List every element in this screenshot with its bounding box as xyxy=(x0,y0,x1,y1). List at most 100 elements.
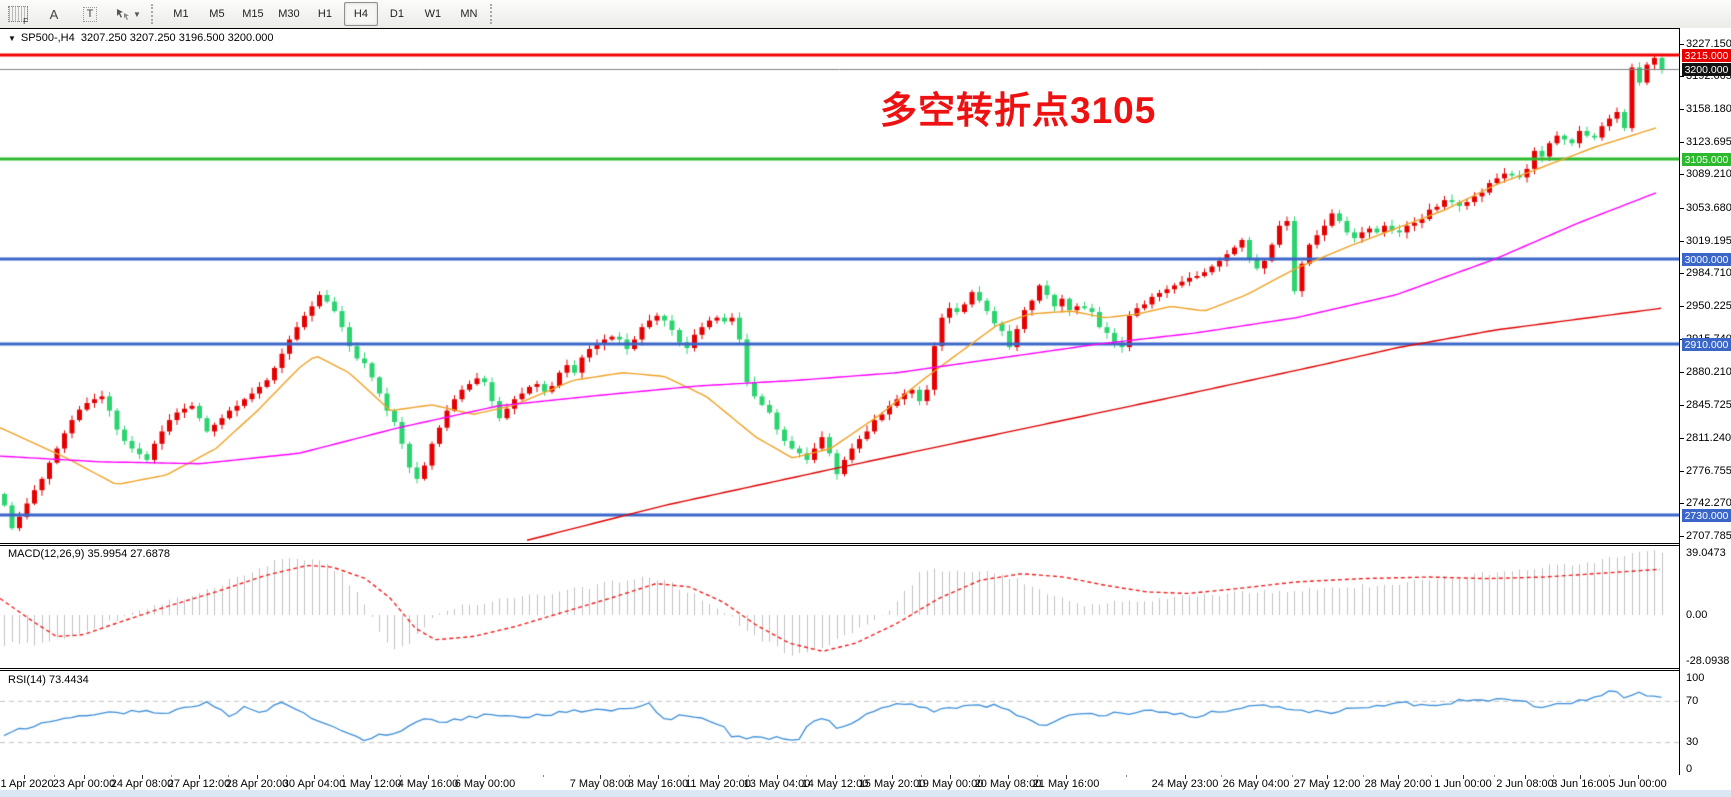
time-label: 24 Apr 08:00 xyxy=(110,778,174,790)
time-tick xyxy=(142,775,143,779)
time-axis[interactable]: 21 Apr 2020 23 Apr 00:00 24 Apr 08:00 27 Ap… xyxy=(0,775,1731,790)
price-tick-dash xyxy=(1680,372,1684,373)
time-label: 1 Jun 00:00 xyxy=(1434,778,1492,790)
timeframe-button-W1[interactable]: W1 xyxy=(424,8,442,20)
price-tick-label: 2707.785 xyxy=(1686,530,1731,542)
time-label: 27 May 12:00 xyxy=(1293,778,1361,790)
price-tick-label: 2811.240 xyxy=(1686,432,1731,444)
price-tick-label: 2984.710 xyxy=(1686,267,1731,279)
time-tick xyxy=(1463,775,1464,779)
time-tick-minor xyxy=(748,775,749,777)
time-label: 2 Jun 08:00 xyxy=(1496,778,1554,790)
time-tick-minor xyxy=(457,775,458,777)
time-tick xyxy=(1327,775,1328,779)
time-label: 13 May 04:00 xyxy=(743,778,811,790)
text-box-button[interactable]: T xyxy=(73,2,107,26)
price-tick-dash xyxy=(1680,273,1684,274)
macd-indicator-panel[interactable] xyxy=(0,545,1679,668)
time-tick-minor xyxy=(1037,775,1038,777)
time-tick xyxy=(199,775,200,779)
rsi-axis-label: 30 xyxy=(1686,736,1699,749)
price-tick-dash xyxy=(1680,174,1684,175)
separator-macd-rsi-a[interactable] xyxy=(0,668,1731,669)
time-tick-minor xyxy=(171,775,172,777)
macd-label: MACD(12,26,9) 35.9954 27.6878 xyxy=(8,548,171,560)
timeframe-group: M1 M5 M15 M30 H1 H4 D1 W1 MN xyxy=(163,2,487,26)
price-tick-dash xyxy=(1680,76,1684,77)
time-tick xyxy=(1638,775,1639,779)
chart-title: ▼ SP500-,H4 3207.250 3207.250 3196.500 32… xyxy=(8,32,274,44)
time-label: 7 May 08:00 xyxy=(569,778,631,790)
price-badge-3200.000: 3200.000 xyxy=(1682,63,1731,76)
time-label: 11 May 20:00 xyxy=(685,778,751,790)
price-tick-label: 3019.195 xyxy=(1686,235,1731,247)
separator-main-macd-a[interactable] xyxy=(0,543,1731,544)
time-tick xyxy=(777,775,778,779)
price-badge-3105.000: 3105.000 xyxy=(1682,153,1731,166)
time-tick-minor xyxy=(343,775,344,777)
price-tick-label: 2950.225 xyxy=(1686,300,1731,312)
time-tick-minor xyxy=(54,775,55,777)
time-tick xyxy=(892,775,893,779)
time-tick-minor xyxy=(979,775,980,777)
time-label: 4 May 16:00 xyxy=(397,778,459,790)
timeframe-button-M5[interactable]: M5 xyxy=(209,8,225,20)
time-label: 19 May 00:00 xyxy=(916,778,984,790)
time-label: 21 May 16:00 xyxy=(1032,778,1100,790)
time-tick xyxy=(24,775,25,779)
time-tick xyxy=(658,775,659,779)
price-tick-dash xyxy=(1680,471,1684,472)
timeframe-button-M15[interactable]: M15 xyxy=(242,8,264,20)
time-tick-minor xyxy=(1126,775,1127,777)
time-label: 27 Apr 12:00 xyxy=(167,778,231,790)
rsi-axis-label: 100 xyxy=(1686,672,1705,684)
rsi-indicator-panel[interactable] xyxy=(0,670,1679,775)
pointer-grid-button[interactable]: F xyxy=(1,2,35,26)
toolbar-grip[interactable] xyxy=(150,4,160,24)
time-label: 21 Apr 2020 xyxy=(0,778,54,790)
price-tick-label: 2845.725 xyxy=(1686,399,1731,411)
time-tick xyxy=(950,775,951,779)
main-price-chart[interactable] xyxy=(0,28,1679,543)
time-tick xyxy=(371,775,372,779)
symbol-dropdown-icon[interactable]: ▼ xyxy=(8,34,16,43)
symbol-label: SP500-,H4 xyxy=(20,32,75,44)
time-label: 8 May 16:00 xyxy=(627,778,689,790)
price-tick-dash xyxy=(1680,536,1684,537)
macd-axis-label: -28.0938 xyxy=(1686,655,1730,668)
price-tick-label: 3123.695 xyxy=(1686,136,1731,148)
price-tick-label: 2742.270 xyxy=(1686,497,1731,509)
price-tick-dash xyxy=(1680,109,1684,110)
time-tick-minor xyxy=(688,775,689,777)
time-tick xyxy=(1256,775,1257,779)
toolbar-grip-2[interactable] xyxy=(489,4,499,24)
price-badge-3215.000: 3215.000 xyxy=(1682,49,1731,62)
time-tick-minor xyxy=(1609,775,1610,777)
cursor-mode-button[interactable]: ▼ xyxy=(109,2,147,26)
timeframe-button-H1[interactable]: H1 xyxy=(317,8,332,20)
price-tick-label: 3158.180 xyxy=(1686,103,1731,115)
time-tick-minor xyxy=(400,775,401,777)
time-tick xyxy=(428,775,429,779)
rsi-axis-label: 0 xyxy=(1686,763,1693,775)
timeframe-button-H4[interactable]: H4 xyxy=(343,2,378,26)
grid-icon-label: F xyxy=(23,17,28,26)
price-axis[interactable]: 3227.150 3192.665 3158.180 3123.695 3089.210… xyxy=(1679,28,1731,775)
time-tick-minor xyxy=(1553,775,1554,777)
window-footer-strip xyxy=(0,790,1731,797)
timeframe-button-M30[interactable]: M30 xyxy=(278,8,300,20)
time-tick xyxy=(600,775,601,779)
price-tick-dash xyxy=(1680,503,1684,504)
timeframe-button-D1[interactable]: D1 xyxy=(389,8,404,20)
price-tick-dash xyxy=(1680,241,1684,242)
timeframe-button-M1[interactable]: M1 xyxy=(173,8,189,20)
macd-axis-label: 39.0473 xyxy=(1686,547,1726,559)
timeframe-button-MN[interactable]: MN xyxy=(460,8,478,20)
time-tick-minor xyxy=(806,775,807,777)
price-tick-dash xyxy=(1680,142,1684,143)
time-tick xyxy=(84,775,85,779)
text-annotation-button[interactable]: A xyxy=(37,2,71,26)
time-tick xyxy=(1066,775,1067,779)
price-tick-label: 3053.680 xyxy=(1686,202,1731,214)
chevron-down-icon: ▼ xyxy=(133,9,141,19)
